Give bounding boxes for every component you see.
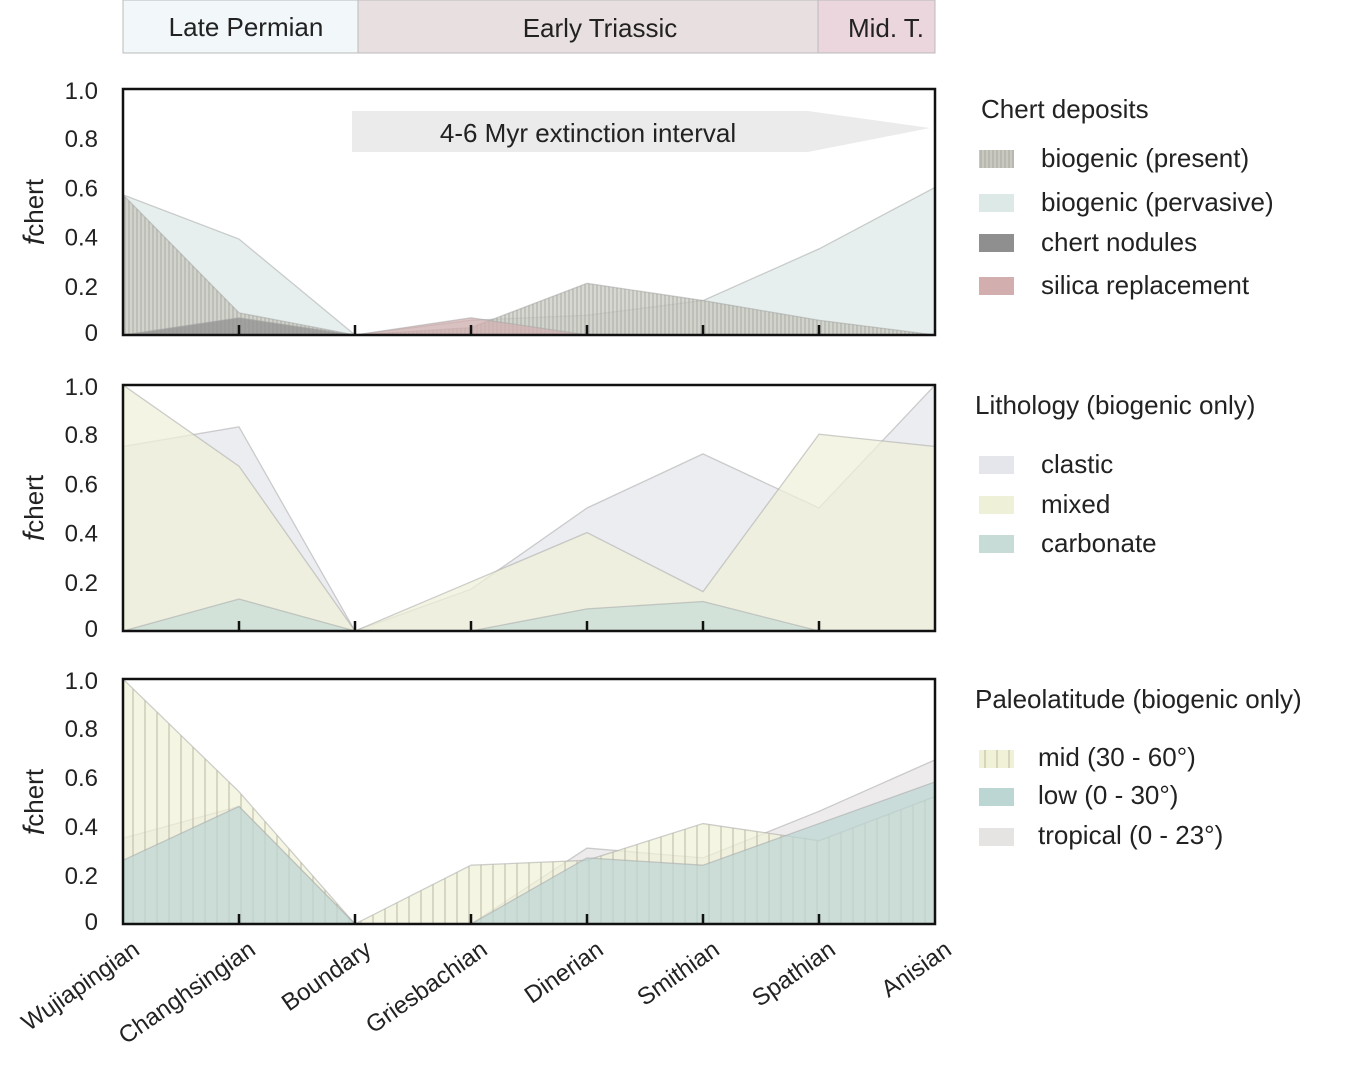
panel-lithology-y-axis-label: fchert (18, 474, 51, 541)
x-label-boundary: Boundary (277, 936, 377, 1017)
legend-label-chert-nodules: chert nodules (1041, 227, 1197, 257)
period-label-late-permian: Late Permian (169, 12, 324, 42)
panel-chert-deposits: 0 0.2 0.4 0.6 0.8 1.0 fchert 4-6 Myr extincti… (18, 78, 937, 347)
period-late-permian (122, 0, 359, 54)
y-tick-label-top-1-0: 1.0 (65, 78, 98, 105)
panel-chert-deposits-y-axis-label-chert: chert (19, 178, 49, 237)
area-middle-mixed (122, 383, 936, 632)
y-tick-label-middle-0-2: 0.2 (65, 570, 98, 597)
y-tick-label-top-0-8: 0.8 (65, 126, 98, 153)
period-label-mid-triassic: Mid. T. (848, 13, 924, 43)
legend-swatch-mixed (979, 496, 1014, 514)
legend-swatch-chert-nodules (979, 234, 1014, 252)
panel-paleolatitude-y-tick-labels: 0 0.2 0.4 0.6 0.8 1.0 (65, 668, 98, 936)
legend-lithology-title: Lithology (biogenic only) (975, 390, 1255, 420)
legend-label-mid: mid (30 - 60°) (1038, 742, 1196, 772)
legend-swatch-tropical (979, 828, 1014, 846)
extinction-interval-label: 4-6 Myr extinction interval (440, 118, 736, 148)
legend-label-low: low (0 - 30°) (1038, 780, 1178, 810)
y-tick-label-top-0-6: 0.6 (65, 175, 98, 202)
panel-chert-deposits-frame (121, 87, 937, 337)
legend-swatch-mid-hatch (979, 750, 1014, 768)
y-tick-label-middle-0: 0 (85, 616, 98, 643)
period-label-early-triassic: Early Triassic (523, 13, 678, 43)
legend-label-tropical: tropical (0 - 23°) (1038, 820, 1223, 850)
panel-paleolatitude-ticks (237, 914, 821, 924)
panel-lithology: 0 0.2 0.4 0.6 0.8 1.0 fchert (18, 374, 937, 643)
legend-chert-deposits: Chert deposits biogenic (present) biogen… (979, 94, 1274, 300)
panel-paleolatitude-y-axis-label-chert: chert (19, 768, 49, 827)
panel-chert-deposits-y-axis-label-f: f (18, 234, 51, 245)
panel-chert-deposits-areas (122, 186, 936, 336)
panel-lithology-ticks (237, 621, 821, 631)
extinction-interval-arrow-shape (352, 111, 930, 152)
legend-label-carbonate: carbonate (1041, 528, 1157, 558)
y-tick-label-top-0: 0 (85, 320, 98, 347)
panel-paleolatitude-y-axis-label-f: f (18, 824, 51, 835)
panel-lithology-y-tick-labels: 0 0.2 0.4 0.6 0.8 1.0 (65, 374, 98, 643)
legend-label-biogenic-present: biogenic (present) (1041, 143, 1249, 173)
panel-paleolatitude-y-axis-label: fchert (18, 768, 51, 835)
legend-swatch-silica-replacement (979, 277, 1014, 295)
legend-chert-deposits-title: Chert deposits (981, 94, 1149, 124)
period-early-triassic (357, 0, 819, 54)
legend-label-mixed: mixed (1041, 489, 1110, 519)
panel-chert-deposits-ticks (237, 325, 821, 335)
y-tick-label-middle-0-8: 0.8 (65, 422, 98, 449)
legend-swatch-carbonate (979, 535, 1014, 553)
panel-paleolatitude: 0 0.2 0.4 0.6 0.8 1.0 fchert (18, 668, 937, 936)
y-tick-label-bottom-0-6: 0.6 (65, 765, 98, 792)
legend-label-clastic: clastic (1041, 449, 1113, 479)
x-label-dinerian: Dinerian (520, 936, 609, 1009)
legend-paleolatitude-title: Paleolatitude (biogenic only) (975, 684, 1302, 714)
period-mid-triassic (817, 0, 936, 54)
y-tick-label-bottom-0-8: 0.8 (65, 716, 98, 743)
panel-lithology-areas (122, 383, 936, 632)
panel-chert-deposits-y-tick-labels: 0 0.2 0.4 0.6 0.8 1.0 (65, 78, 98, 347)
y-tick-label-bottom-0: 0 (85, 909, 98, 936)
period-bar: Late Permian Early Triassic Mid. T. (122, 0, 936, 54)
legend-label-biogenic-pervasive: biogenic (pervasive) (1041, 187, 1274, 217)
panel-lithology-y-axis-label-chert: chert (19, 474, 49, 533)
y-tick-label-top-0-4: 0.4 (65, 225, 98, 252)
y-tick-label-top-0-2: 0.2 (65, 274, 98, 301)
legend-paleolatitude: Paleolatitude (biogenic only) mid (30 - … (975, 684, 1302, 850)
panel-lithology-frame (121, 383, 937, 633)
y-tick-label-middle-1-0: 1.0 (65, 374, 98, 401)
legend-swatch-biogenic-present-hatch (979, 150, 1014, 168)
x-label-smithian: Smithian (632, 936, 724, 1012)
x-label-spathian: Spathian (747, 936, 840, 1012)
x-label-anisian: Anisian (876, 936, 956, 1003)
y-tick-label-bottom-0-2: 0.2 (65, 863, 98, 890)
y-tick-label-middle-0-6: 0.6 (65, 471, 98, 498)
panel-paleolatitude-frame (121, 677, 937, 926)
area-top-biogenic-present-hatch (123, 194, 935, 335)
legend-swatch-biogenic-pervasive (979, 194, 1014, 212)
extinction-interval-arrow: 4-6 Myr extinction interval (352, 111, 930, 152)
panel-lithology-y-axis-label-f: f (18, 530, 51, 541)
y-tick-label-bottom-0-4: 0.4 (65, 814, 98, 841)
y-tick-label-middle-0-4: 0.4 (65, 521, 98, 548)
x-label-griesbachian: Griesbachian (361, 936, 492, 1039)
legend-lithology: Lithology (biogenic only) clastic mixed … (975, 390, 1255, 558)
panel-chert-deposits-y-axis-label: fchert (18, 178, 51, 245)
panel-paleolatitude-areas (122, 677, 936, 925)
legend-swatch-clastic (979, 456, 1014, 474)
y-tick-label-bottom-1-0: 1.0 (65, 668, 98, 695)
legend-label-silica-replacement: silica replacement (1041, 270, 1250, 300)
legend-swatch-low (979, 788, 1014, 806)
